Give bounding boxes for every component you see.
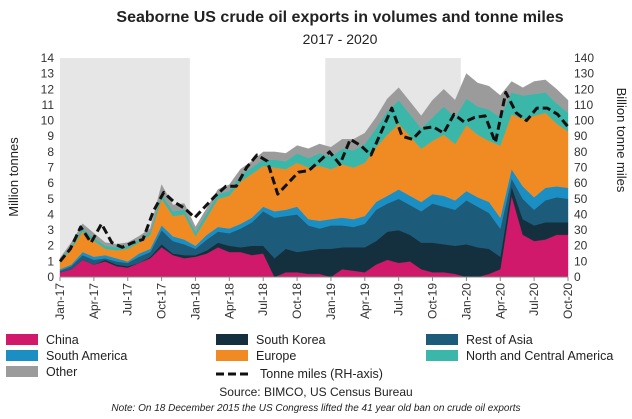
x-tick-label: Apr-19	[358, 283, 372, 319]
x-tick-label: Apr-20	[493, 283, 507, 319]
x-tick-label: Jul-18	[256, 283, 270, 316]
tonne-miles-line-group	[58, 90, 570, 263]
y2-tick-label: 70	[574, 161, 588, 175]
x-tick-label: Oct-18	[290, 283, 304, 319]
y2-tick-label: 50	[574, 192, 588, 206]
y2-tick-label: 20	[574, 239, 588, 253]
y-tick-label: 1	[47, 254, 54, 268]
y-tick-label: 3	[47, 223, 54, 237]
y-axis-title: Million tonnes	[6, 137, 21, 217]
y-tick-label: 6	[47, 176, 54, 190]
y2-tick-label: 90	[574, 129, 588, 143]
y2-tick-label: 130	[574, 67, 594, 81]
area-other	[59, 73, 569, 261]
legend-label-europe: Europe	[256, 349, 296, 363]
legend: China South Korea Rest of Asia South Americ…	[6, 333, 613, 381]
legend-label-other: Other	[46, 365, 77, 379]
legend-label-south-korea: South Korea	[256, 333, 326, 347]
y2-tick-label: 120	[574, 82, 594, 96]
note-text: Note: On 18 December 2015 the US Congres…	[111, 403, 520, 414]
legend-label-south-america: South America	[46, 349, 127, 363]
legend-label-tonne-miles-rh-axis-: Tonne miles (RH-axis)	[260, 367, 383, 381]
y2-tick-label: 100	[574, 114, 594, 128]
y2-tick-label: 10	[574, 254, 588, 268]
y-tick-label: 10	[41, 114, 55, 128]
y-tick-label: 14	[41, 51, 55, 65]
x-tick-label: Oct-17	[155, 283, 169, 319]
y-tick-label: 8	[47, 145, 54, 159]
x-tick-label: Jul-19	[392, 283, 406, 316]
y-tick-label: 4	[47, 207, 54, 221]
x-tick-label: Jul-20	[527, 283, 541, 316]
source-text: Source: BIMCO, US Census Bureau	[219, 385, 412, 399]
y-tick-label: 2	[47, 239, 54, 253]
x-tick-label: Jan-20	[459, 283, 473, 320]
y2-tick-label: 0	[574, 270, 581, 284]
y-tick-label: 7	[47, 161, 54, 175]
y-tick-label: 11	[42, 98, 55, 112]
legend-swatch-south-korea	[216, 334, 248, 345]
legend-swatch-north-and-central-america	[426, 350, 458, 361]
y2-tick-label: 110	[574, 98, 593, 112]
x-tick-label: Apr-17	[87, 283, 101, 319]
y2-tick-label: 40	[574, 207, 588, 221]
y2-tick-label: 140	[574, 51, 594, 65]
x-tick-label: Jan-18	[188, 283, 202, 320]
y-tick-label: 0	[47, 270, 54, 284]
y2-tick-label: 80	[574, 145, 588, 159]
legend-swatch-china	[6, 334, 38, 345]
legend-label-north-and-central-america: North and Central America	[466, 349, 613, 363]
y-tick-label: 9	[47, 129, 54, 143]
x-tick-label: Jan-19	[324, 283, 338, 320]
legend-swatch-other	[6, 366, 38, 377]
stacked-areas	[59, 73, 569, 278]
y-tick-label: 5	[47, 192, 54, 206]
y2-tick-label: 60	[574, 176, 588, 190]
x-tick-label: Jan-17	[53, 283, 67, 320]
y2-axis-title: Billion tonne miles	[614, 88, 629, 193]
y2-tick-label: 30	[574, 223, 588, 237]
chart-title: Seaborne US crude oil exports in volumes…	[116, 9, 563, 26]
legend-swatch-south-america	[6, 350, 38, 361]
legend-swatch-europe	[216, 350, 248, 361]
y-tick-label: 13	[41, 67, 55, 81]
tonne-miles-line	[58, 90, 570, 263]
legend-label-rest-of-asia: Rest of Asia	[466, 333, 533, 347]
y-tick-label: 12	[41, 82, 55, 96]
x-tick-label: Oct-19	[426, 283, 440, 319]
x-tick-label: Apr-18	[222, 283, 236, 319]
x-tick-label: Oct-20	[561, 283, 575, 319]
legend-label-china: China	[46, 333, 79, 347]
chart-subtitle: 2017 - 2020	[303, 31, 378, 47]
legend-swatch-rest-of-asia	[426, 334, 458, 345]
x-tick-label: Jul-17	[121, 283, 135, 316]
axes: 0123456789101112131401020304050607080901…	[41, 51, 595, 320]
